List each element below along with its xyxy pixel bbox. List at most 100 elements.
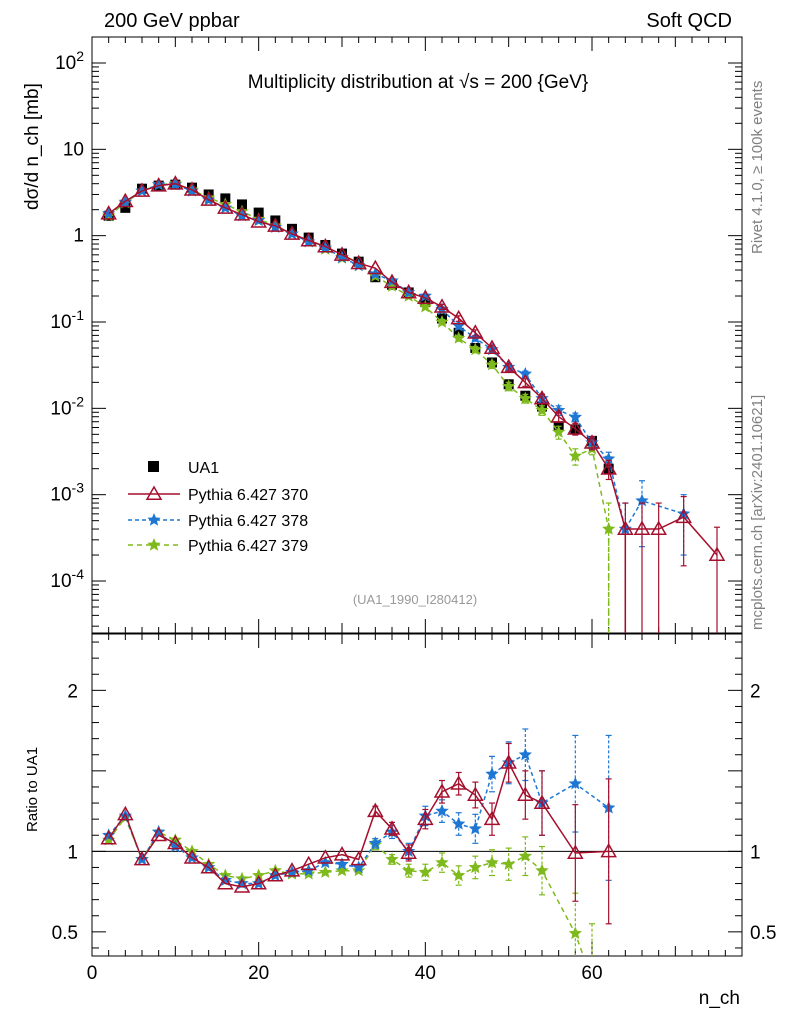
p378-ratio-point	[518, 747, 532, 761]
p370-ratio-point	[333, 846, 351, 861]
y-tick-label: 10-1	[50, 307, 84, 333]
p370-point	[675, 508, 692, 524]
p370-point	[267, 217, 284, 232]
p370-point	[467, 324, 484, 339]
p370-ratio-point	[200, 858, 217, 874]
p370-point	[500, 358, 517, 374]
p378-ratio-point	[568, 776, 582, 790]
p370-point	[167, 175, 184, 190]
p370-point	[433, 298, 451, 313]
p370-ratio-point	[483, 810, 501, 826]
p378-point	[635, 493, 649, 507]
x-tick-label: 60	[581, 963, 602, 984]
legend-p378-label: Pythia 6.427 378	[188, 513, 308, 530]
p370-point	[317, 237, 334, 253]
p370-point	[300, 231, 317, 247]
legend-ua1-label: UA1	[188, 460, 219, 477]
p370-point	[550, 408, 567, 423]
p379-ratio-point	[468, 860, 482, 874]
p379-line	[108, 182, 610, 530]
p370-ratio-point	[283, 862, 301, 877]
p370-ratio-point	[383, 820, 401, 835]
p379-ratio-point	[385, 852, 399, 866]
p378-point	[518, 367, 532, 380]
p370-ratio-point	[350, 850, 367, 866]
p370-point	[350, 254, 367, 270]
p370-ratio-point	[450, 775, 467, 790]
p370-ratio-point	[167, 834, 184, 850]
p379-ratio-point	[418, 865, 432, 878]
p379-ratio-point	[518, 849, 532, 862]
ratio-y-label: Ratio to UA1	[24, 747, 41, 832]
p379-point	[535, 403, 549, 416]
p370-ratio-point	[533, 794, 551, 810]
y-tick-label: 10-2	[50, 393, 84, 419]
p370-point	[100, 205, 117, 220]
p378-line	[108, 183, 684, 531]
p379-point	[552, 425, 566, 438]
p370-ratio-point	[217, 875, 234, 890]
p370-point	[450, 309, 467, 325]
chart-title: Multiplicity distribution at √s = 200 {G…	[248, 72, 588, 93]
p379-point	[468, 342, 482, 356]
p379-ratio-point	[102, 833, 116, 846]
p370-ratio-point	[150, 826, 167, 842]
p370-ratio-point	[400, 844, 417, 859]
p370-ratio-line	[108, 760, 609, 888]
p370-point	[133, 182, 151, 197]
y-axis-label: dσ/d n_ch [mb]	[22, 83, 43, 210]
p370-ratio-point	[600, 842, 617, 858]
p370-point	[650, 520, 667, 536]
p379-point	[502, 379, 516, 392]
p370-ratio-point	[567, 844, 584, 859]
x-tick-label: 0	[87, 963, 98, 984]
p370-point	[517, 373, 534, 389]
p379-ratio-point	[402, 863, 416, 877]
p370-ratio-point	[517, 786, 534, 801]
legend-p370-label: Pythia 6.427 370	[188, 487, 308, 504]
ratio-frame	[91, 633, 743, 957]
p379-ratio-point	[535, 863, 549, 877]
y-tick-label: 10-4	[50, 566, 84, 592]
p379-ratio-point	[485, 855, 499, 869]
ratio-y-tick-label-right: 0.5	[750, 923, 776, 944]
p379-point	[568, 449, 582, 462]
ratio-y-tick-label: 2	[67, 681, 78, 702]
p370-point	[583, 434, 601, 449]
header-left: 200 GeV ppbar	[104, 10, 240, 32]
rivet-label: Rivet 4.1.0, ≥ 100k events	[749, 81, 766, 254]
x-axis-label: n_ch	[699, 988, 740, 1009]
ratio-y-tick-label: 1	[67, 842, 78, 863]
p378-ratio-point	[452, 817, 466, 830]
ratio-y-tick-label-right: 1	[750, 842, 761, 863]
p370-point	[117, 192, 134, 208]
p370-ratio-point	[183, 849, 201, 864]
p379-ratio-point	[568, 926, 582, 940]
p370-point	[633, 520, 651, 536]
p370-point	[367, 259, 384, 275]
p370-point	[383, 273, 401, 289]
p370-point	[250, 213, 267, 228]
p379-ratio-point	[452, 868, 466, 882]
p379-ratio-point	[318, 865, 332, 878]
x-tick-label: 20	[248, 963, 269, 984]
p370-point	[150, 177, 167, 192]
p378-ratio-point	[318, 855, 332, 869]
p378-ratio-point	[485, 767, 499, 780]
p378-point	[602, 451, 616, 465]
ua1-data-point	[237, 199, 247, 210]
ua1-data-point	[120, 202, 131, 213]
p379-point	[452, 331, 466, 344]
p378-ratio-point	[335, 857, 349, 870]
y-tick-label: 10	[63, 139, 84, 160]
p378-point	[418, 289, 432, 302]
p379-point	[602, 522, 616, 535]
p370-ratio-point	[500, 754, 517, 769]
legend-p370-marker	[145, 485, 163, 500]
p370-point	[400, 283, 417, 299]
p370-point	[600, 460, 617, 475]
ratio-y-tick-label-right: 2	[750, 681, 761, 702]
p370-ratio-point	[100, 829, 117, 845]
p370-ratio-point	[133, 850, 151, 866]
